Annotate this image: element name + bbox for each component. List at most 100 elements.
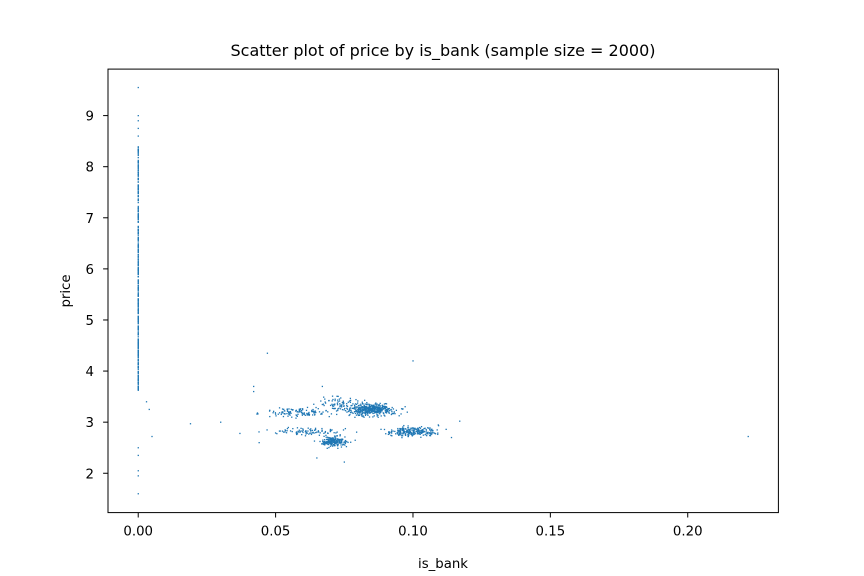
data-point	[376, 403, 378, 405]
data-point	[346, 403, 348, 405]
data-point	[325, 410, 327, 412]
data-point	[336, 435, 338, 437]
data-point	[356, 406, 358, 408]
data-point	[412, 434, 414, 436]
data-point	[424, 434, 426, 436]
data-point	[378, 410, 381, 413]
data-point	[368, 410, 371, 412]
data-point	[303, 412, 305, 414]
data-point	[137, 265, 139, 267]
data-point	[385, 410, 388, 413]
data-point	[359, 412, 361, 414]
data-point	[137, 365, 139, 368]
data-point	[376, 413, 378, 416]
data-point	[137, 232, 139, 235]
data-point	[349, 401, 352, 403]
data-point	[137, 244, 139, 246]
data-point	[325, 443, 327, 445]
data-point	[403, 424, 405, 427]
data-point	[281, 430, 284, 432]
data-point	[137, 189, 139, 191]
data-point	[396, 433, 399, 435]
data-point	[337, 444, 339, 446]
data-point	[307, 430, 309, 432]
y-tick-label: 5	[86, 314, 94, 329]
data-point	[302, 429, 304, 431]
data-point	[425, 428, 427, 431]
data-point	[380, 408, 382, 411]
data-point	[137, 191, 139, 194]
data-point	[137, 288, 139, 290]
data-point	[382, 412, 384, 414]
data-point	[137, 229, 139, 231]
data-point	[328, 441, 331, 443]
data-point	[358, 407, 361, 409]
data-point	[137, 269, 139, 272]
data-point	[278, 430, 281, 432]
data-point	[413, 431, 415, 433]
data-point	[295, 409, 298, 411]
data-point	[346, 407, 348, 409]
data-point	[392, 412, 395, 415]
data-point	[355, 431, 358, 433]
data-point	[327, 437, 330, 439]
data-point	[357, 414, 360, 417]
data-point	[295, 433, 298, 436]
data-point	[366, 410, 368, 413]
data-point	[137, 217, 139, 219]
data-point	[334, 438, 336, 440]
data-point	[314, 427, 317, 429]
data-point	[409, 428, 411, 430]
data-point	[319, 440, 321, 443]
data-point	[331, 407, 334, 409]
data-point	[137, 360, 139, 362]
data-point	[137, 146, 139, 148]
data-point	[137, 372, 139, 374]
data-point	[346, 440, 348, 443]
data-point	[327, 443, 329, 445]
data-point	[307, 427, 309, 429]
data-point	[370, 407, 372, 410]
data-point	[137, 177, 139, 179]
data-point	[137, 237, 139, 239]
data-point	[334, 403, 336, 405]
data-point	[314, 410, 317, 412]
data-point	[410, 433, 412, 435]
data-point	[341, 408, 344, 411]
data-point	[321, 403, 323, 406]
data-point	[137, 285, 139, 287]
data-point	[307, 412, 310, 415]
data-point	[365, 409, 367, 412]
data-point	[319, 432, 321, 434]
data-point	[390, 431, 393, 433]
data-point	[340, 397, 342, 399]
data-point	[369, 408, 371, 410]
data-point	[337, 447, 339, 449]
data-point	[399, 433, 402, 435]
data-point	[374, 403, 376, 405]
data-point	[137, 298, 139, 301]
data-point	[345, 445, 348, 448]
data-point	[286, 409, 289, 411]
data-point	[302, 431, 304, 434]
data-point	[380, 408, 382, 410]
data-point	[416, 433, 419, 435]
data-point	[331, 439, 333, 442]
data-point	[354, 412, 357, 415]
data-point	[322, 439, 324, 441]
data-point	[340, 440, 342, 442]
data-point	[299, 410, 301, 412]
data-point	[366, 413, 369, 415]
data-point	[358, 410, 360, 413]
data-point	[373, 409, 375, 411]
data-point	[137, 266, 139, 269]
data-point	[269, 409, 271, 411]
data-point	[355, 398, 357, 401]
data-point	[324, 442, 326, 444]
data-point	[342, 403, 345, 405]
data-point	[387, 408, 389, 410]
data-point	[296, 411, 298, 413]
data-point	[348, 414, 350, 417]
data-point	[403, 431, 405, 433]
data-point	[330, 443, 333, 446]
